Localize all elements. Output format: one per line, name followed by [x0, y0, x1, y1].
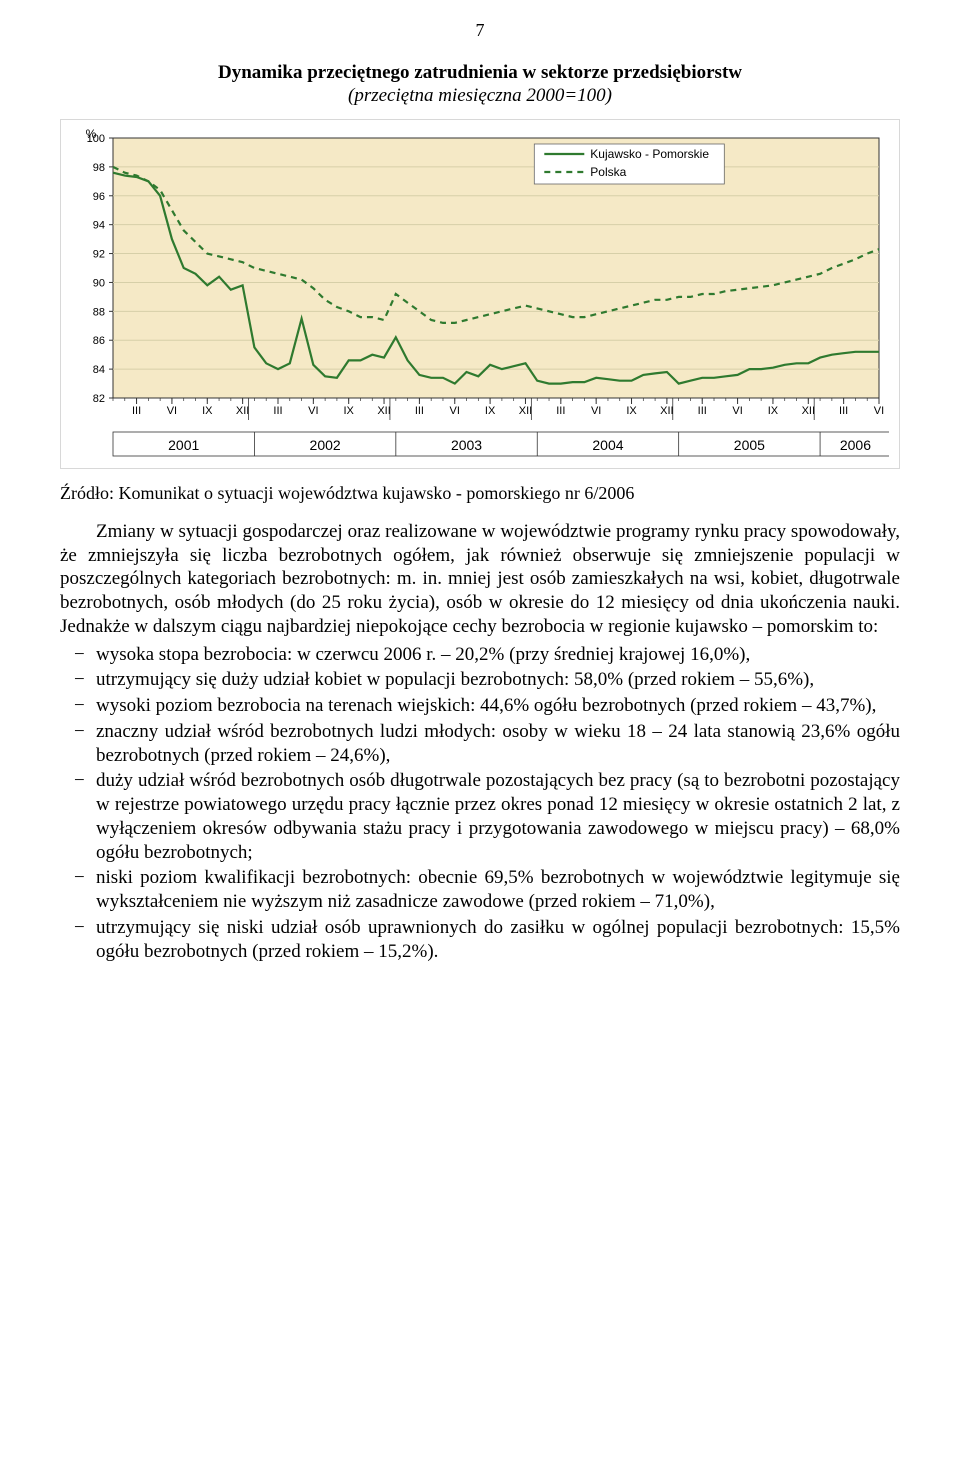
svg-text:XII: XII: [236, 405, 249, 417]
svg-text:IX: IX: [343, 405, 354, 417]
paragraph-intro: Zmiany w sytuacji gospodarczej oraz real…: [60, 520, 900, 639]
svg-text:VI: VI: [591, 405, 601, 417]
svg-text:IX: IX: [626, 405, 637, 417]
svg-text:2001: 2001: [168, 437, 199, 453]
chart-source: Źródło: Komunikat o sytuacji województwa…: [60, 483, 900, 504]
svg-text:88: 88: [93, 306, 105, 318]
svg-text:VI: VI: [874, 405, 884, 417]
svg-text:94: 94: [93, 219, 105, 231]
list-item: utrzymujący się duży udział kobiet w pop…: [96, 668, 900, 692]
page-number: 7: [60, 20, 900, 41]
svg-text:84: 84: [93, 364, 105, 376]
chart-subtitle: (przeciętna miesięczna 2000=100): [60, 85, 900, 107]
svg-text:VI: VI: [167, 405, 177, 417]
svg-text:2006: 2006: [840, 437, 871, 453]
svg-text:III: III: [273, 405, 282, 417]
svg-text:96: 96: [93, 191, 105, 203]
svg-text:86: 86: [93, 335, 105, 347]
svg-text:98: 98: [93, 162, 105, 174]
svg-text:VI: VI: [308, 405, 318, 417]
svg-text:VI: VI: [732, 405, 742, 417]
svg-text:III: III: [415, 405, 424, 417]
svg-text:92: 92: [93, 248, 105, 260]
svg-text:90: 90: [93, 277, 105, 289]
svg-text:XII: XII: [660, 405, 673, 417]
svg-text:%: %: [86, 128, 97, 141]
svg-text:III: III: [839, 405, 848, 417]
bullet-list: wysoka stopa bezrobocia: w czerwcu 2006 …: [60, 643, 900, 964]
list-item: duży udział wśród bezrobotnych osób dług…: [96, 769, 900, 864]
svg-text:Polska: Polska: [590, 165, 626, 179]
svg-text:2003: 2003: [451, 437, 482, 453]
list-item: utrzymujący się niski udział osób uprawn…: [96, 916, 900, 964]
svg-text:III: III: [556, 405, 565, 417]
svg-text:Kujawsko - Pomorskie: Kujawsko - Pomorskie: [590, 147, 709, 161]
chart-years-axis: 2001 2002 2003 2004 2005 2006: [69, 428, 889, 464]
svg-text:XII: XII: [802, 405, 815, 417]
svg-text:III: III: [698, 405, 707, 417]
list-item: wysoka stopa bezrobocia: w czerwcu 2006 …: [96, 643, 900, 667]
list-item: niski poziom kwalifikacji bezrobotnych: …: [96, 866, 900, 914]
svg-text:IX: IX: [202, 405, 213, 417]
svg-text:IX: IX: [768, 405, 779, 417]
svg-text:2005: 2005: [734, 437, 765, 453]
chart-container: 828486889092949698100%IIIVIIXXIIIIIVIIXX…: [60, 119, 900, 469]
svg-text:VI: VI: [450, 405, 460, 417]
list-item: wysoki poziom bezrobocia na terenach wie…: [96, 694, 900, 718]
svg-text:2004: 2004: [592, 437, 623, 453]
chart-title: Dynamika przeciętnego zatrudnienia w sek…: [60, 61, 900, 85]
svg-text:IX: IX: [485, 405, 496, 417]
svg-text:82: 82: [93, 393, 105, 405]
svg-text:XII: XII: [519, 405, 532, 417]
svg-text:XII: XII: [377, 405, 390, 417]
employment-dynamics-chart: 828486889092949698100%IIIVIIXXIIIIIVIIXX…: [69, 128, 889, 428]
svg-text:2002: 2002: [310, 437, 341, 453]
list-item: znaczny udział wśród bezrobotnych ludzi …: [96, 720, 900, 768]
svg-text:III: III: [132, 405, 141, 417]
